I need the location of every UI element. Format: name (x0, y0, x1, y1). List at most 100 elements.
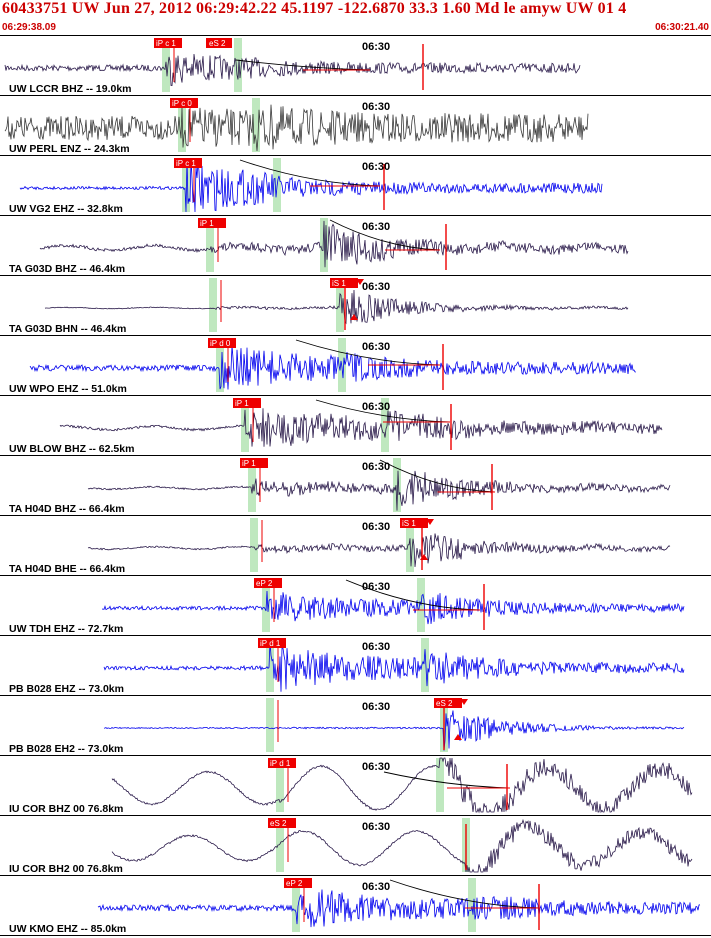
trace-row: eS 2 06:30 PB B028 EH2 -- 73.0km (0, 698, 711, 756)
pick-window (216, 338, 224, 392)
coda-curve (345, 579, 481, 611)
waveform (103, 641, 685, 692)
waveform (103, 710, 685, 751)
s-arrow-icon (460, 699, 468, 705)
minute-tick-label: 06:30 (362, 101, 390, 113)
waveform (87, 470, 671, 511)
pick-window (178, 98, 186, 152)
station-label: UW BLOW BHZ -- 62.5km (9, 443, 134, 455)
pick-flag[interactable] (174, 158, 202, 168)
coda-curve (295, 339, 441, 366)
waveform (4, 104, 589, 152)
minute-tick-label: 06:30 (362, 461, 390, 473)
pick-window (421, 638, 429, 692)
pick-window (248, 458, 256, 512)
pick-flag[interactable] (170, 98, 198, 108)
pick-flag-secondary-label: eS 2 (209, 39, 226, 48)
station-label: UW KMO EHZ -- 85.0km (9, 923, 126, 935)
trace-row: iP d 0 06:30 UW WPO EHZ -- 51.0km (0, 338, 711, 396)
station-label: UW VG2 EHZ -- 32.8km (9, 203, 123, 215)
station-label: UW PERL ENZ -- 24.3km (9, 143, 130, 155)
s-base-icon (420, 554, 428, 560)
pick-flag-label: iP d 1 (270, 759, 291, 768)
pick-flag[interactable] (233, 398, 261, 408)
trace-panel: iP c 1 eS 2 06:30 UW LCCR BHZ -- 19.0km iP c… (0, 36, 711, 938)
pick-flag-label: iP 1 (200, 219, 214, 228)
pick-flag[interactable] (330, 278, 358, 288)
station-label: PB B028 EHZ -- 73.0km (9, 683, 124, 695)
s-arrow-icon (426, 519, 434, 525)
trace-row: eP 2 06:30 UW KMO EHZ -- 85.0km (0, 878, 711, 936)
coda-curve (389, 879, 541, 909)
pick-flag[interactable] (240, 458, 268, 468)
pick-flag[interactable] (254, 578, 282, 588)
pick-window (393, 458, 401, 512)
window-end-time: 06:30:21.40 (655, 22, 709, 33)
trace-row: iP 1 06:30 TA H04D BHZ -- 66.4km (0, 458, 711, 516)
pick-flag[interactable] (258, 638, 286, 648)
pick-flag[interactable] (268, 758, 296, 768)
pick-flag[interactable] (434, 698, 462, 708)
pick-window (234, 38, 242, 92)
pick-window (336, 278, 344, 332)
pick-flag[interactable] (154, 38, 182, 48)
coda-curve (239, 159, 381, 187)
pick-window (182, 158, 190, 212)
pick-window (266, 698, 274, 752)
pick-window (436, 758, 444, 812)
pick-flag[interactable] (400, 518, 428, 528)
pick-flag-label: eS 2 (436, 699, 453, 708)
minute-tick-label: 06:30 (362, 41, 390, 53)
station-label: IU COR BH2 00 76.8km (9, 863, 123, 875)
station-label: IU COR BHZ 00 76.8km (9, 803, 123, 815)
s-base-icon (454, 734, 462, 740)
pick-flag-label: iS 1 (402, 519, 416, 528)
s-arrow-icon (356, 279, 364, 285)
minute-tick-label: 06:30 (362, 701, 390, 713)
pick-flag-label: eP 2 (286, 879, 303, 888)
pick-flag-label: iP c 0 (172, 99, 192, 108)
pick-flag[interactable] (284, 878, 312, 888)
pick-window (276, 818, 284, 872)
trace-row: iP d 1 06:30 PB B028 EHZ -- 73.0km (0, 638, 711, 696)
trace-row: iS 1 06:30 TA H04D BHE -- 66.4km (0, 518, 711, 576)
pick-window (206, 218, 214, 272)
waveform (29, 345, 637, 390)
waveform (39, 220, 629, 268)
station-label: PB B028 EH2 -- 73.0km (9, 743, 123, 755)
station-label: UW TDH EHZ -- 72.7km (9, 623, 123, 635)
trace-row: iP c 1 06:30 UW VG2 EHZ -- 32.8km (0, 157, 711, 216)
minute-tick-label: 06:30 (362, 401, 390, 413)
minute-tick-label: 06:30 (362, 761, 390, 773)
trace-row: iP d 1 06:30 IU COR BHZ 00 76.8km (0, 757, 711, 816)
minute-tick-label: 06:30 (362, 341, 390, 353)
waveform (19, 157, 603, 213)
trace-row: eP 2 06:30 UW TDH EHZ -- 72.7km (0, 578, 711, 636)
pick-flag[interactable] (198, 218, 226, 228)
station-label: UW LCCR BHZ -- 19.0km (9, 83, 132, 95)
pick-flag[interactable] (268, 818, 296, 828)
waveform (44, 289, 629, 325)
pick-flag-label: iP 1 (242, 459, 256, 468)
pick-flag-label: eS 2 (270, 819, 287, 828)
pick-window (250, 518, 258, 572)
pick-flag-label: iP d 0 (210, 339, 231, 348)
pick-flag[interactable] (208, 338, 236, 348)
pick-flag-label: iP 1 (235, 399, 249, 408)
event-title: 60433751 UW Jun 27, 2012 06:29:42.22 45.… (2, 0, 627, 17)
pick-flag-secondary[interactable] (206, 38, 232, 48)
waveform (4, 53, 581, 87)
station-label: TA H04D BHZ -- 66.4km (9, 503, 125, 515)
pick-flag-label: iS 1 (332, 279, 346, 288)
station-label: TA G03D BHZ -- 46.4km (9, 263, 125, 275)
pick-flag-label: iP c 1 (156, 39, 176, 48)
coda-curve (383, 771, 511, 789)
station-label: UW WPO EHZ -- 51.0km (9, 383, 127, 395)
pick-window (252, 98, 260, 152)
coda-curve (379, 459, 496, 493)
waveform (97, 889, 701, 928)
trace-row: iP c 1 eS 2 06:30 UW LCCR BHZ -- 19.0km (0, 38, 711, 96)
station-label: TA H04D BHE -- 66.4km (9, 563, 125, 575)
trace-row: eS 2 06:30 IU COR BH2 00 76.8km (0, 818, 711, 876)
